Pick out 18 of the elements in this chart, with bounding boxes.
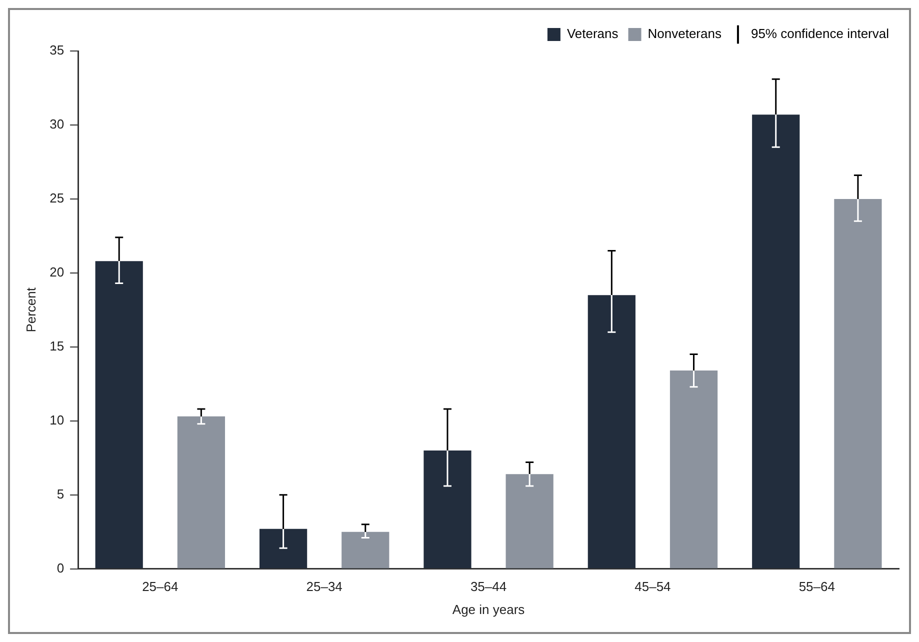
y-tick-label: 10 xyxy=(50,412,64,428)
y-tick-label: 5 xyxy=(56,486,64,502)
legend-label: Veterans xyxy=(566,26,619,42)
x-tick-label: 35–44 xyxy=(470,579,507,594)
legend-label: Nonveterans xyxy=(648,26,722,42)
y-tick-label: 20 xyxy=(50,264,64,280)
x-axis-title: Age in years xyxy=(452,602,526,617)
y-tick-label: 35 xyxy=(50,42,64,58)
x-tick-label: 45–54 xyxy=(634,579,671,594)
text: 95% confidence interval xyxy=(750,26,890,42)
y-tick-label: 0 xyxy=(56,560,64,576)
y-tick-label: 25 xyxy=(50,190,64,206)
x-tick-label: 25–64 xyxy=(142,579,178,594)
y-axis-title: Percent xyxy=(23,287,38,332)
x-tick-label: 25–34 xyxy=(306,579,342,594)
y-tick-label: 15 xyxy=(50,338,64,354)
y-tick-label: 30 xyxy=(50,116,64,132)
x-tick-label: 55–64 xyxy=(798,579,835,594)
